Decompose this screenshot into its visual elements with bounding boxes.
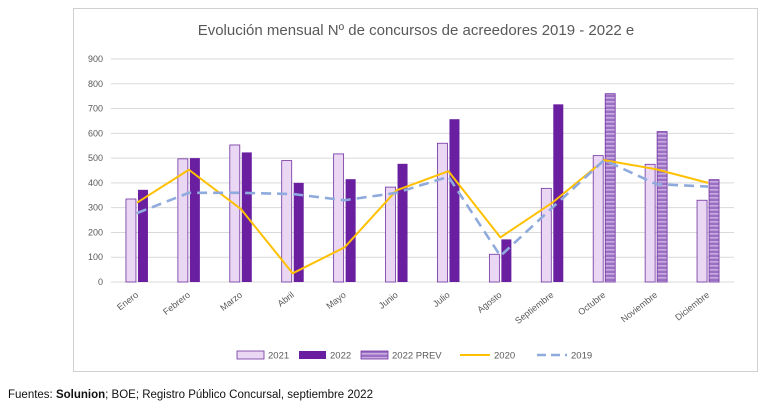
chart: Evolución mensual Nº de concursos de acr…	[88, 22, 734, 362]
bar-2022	[189, 158, 200, 282]
bar-2021	[696, 199, 708, 283]
x-tick-label: Agosto	[475, 290, 503, 315]
grid	[111, 58, 734, 283]
x-tick-label: Junio	[377, 290, 400, 311]
bar-2022	[397, 163, 408, 282]
x-tick-label: Mayo	[324, 290, 348, 311]
bar-2021	[385, 186, 396, 283]
y-tick-label: 0	[98, 277, 103, 287]
x-tick-label: Febrero	[161, 290, 192, 317]
y-tick-label: 700	[88, 104, 103, 114]
x-tick-label: Marzo	[218, 290, 244, 313]
bar-2021	[281, 160, 293, 283]
bar-2022-prev	[656, 131, 668, 283]
y-tick-label: 500	[88, 153, 103, 163]
bar-2022	[501, 239, 512, 282]
legend-label-2020: 2020	[494, 351, 515, 362]
legend-swatch-2022 PREV	[360, 350, 389, 360]
bar-2022-prev	[604, 93, 616, 283]
x-tick-label: Noviembre	[619, 290, 659, 325]
x-tick-label: Julio	[431, 290, 452, 309]
y-axis: 0 100 200 300 400 500 600 700 800 900	[88, 54, 103, 287]
chart-title: Evolución mensual Nº de concursos de acr…	[198, 22, 635, 39]
bar-2021	[177, 158, 189, 283]
source-note: Fuentes: Solunion; BOE; Registro Público…	[8, 389, 373, 401]
bar-2021	[229, 144, 241, 283]
x-tick-label: Diciembre	[673, 290, 711, 323]
legend: 2021 2022 2022 PREV 2020 2019	[236, 350, 592, 362]
y-tick-label: 100	[88, 252, 103, 262]
y-tick-label: 300	[88, 203, 103, 213]
bar-2021	[540, 187, 552, 283]
bar-2022	[345, 179, 356, 282]
y-tick-label: 200	[88, 227, 103, 237]
x-tick-label: Enero	[115, 290, 140, 313]
x-tick-label: Septiembre	[513, 290, 555, 326]
y-tick-label: 600	[88, 128, 103, 138]
bar-2021	[488, 253, 500, 283]
x-tick-label: Octubre	[576, 290, 607, 318]
legend-swatch-2022	[299, 351, 326, 359]
bar-2021	[592, 155, 604, 283]
bar-2022	[553, 104, 564, 283]
bar-2022	[449, 119, 460, 283]
legend-swatch-2021	[236, 350, 265, 360]
bar-2021	[437, 142, 448, 283]
source-bold: Solunion	[55, 389, 106, 401]
bar-2022	[137, 189, 148, 282]
x-tick-label: Abril	[276, 290, 296, 309]
y-tick-label: 400	[88, 178, 103, 188]
y-tick-label: 800	[88, 79, 103, 89]
legend-label-2021: 2021	[268, 351, 289, 362]
chart-frame: Evolución mensual Nº de concursos de acr…	[73, 8, 758, 372]
legend-label-2022 PREV: 2022 PREV	[392, 351, 442, 362]
bar-2022-prev	[708, 179, 720, 283]
line-2019	[136, 158, 709, 258]
legend-label-2022: 2022	[330, 351, 351, 362]
bars	[125, 93, 720, 283]
bar-2022	[293, 182, 304, 282]
x-axis: Enero Febrero Marzo Abril Mayo Junio Julio Agos…	[115, 290, 711, 326]
line-2020	[136, 159, 709, 275]
legend-label-2019: 2019	[571, 351, 592, 362]
source-rest: ; BOE; Registro Público Concursal, septi…	[105, 389, 373, 401]
bar-2021	[333, 153, 345, 283]
bar-2021	[644, 163, 656, 283]
lines	[136, 158, 709, 275]
bar-2021	[125, 198, 137, 283]
source-prefix: Fuentes:	[8, 389, 56, 401]
y-tick-label: 900	[88, 54, 103, 64]
